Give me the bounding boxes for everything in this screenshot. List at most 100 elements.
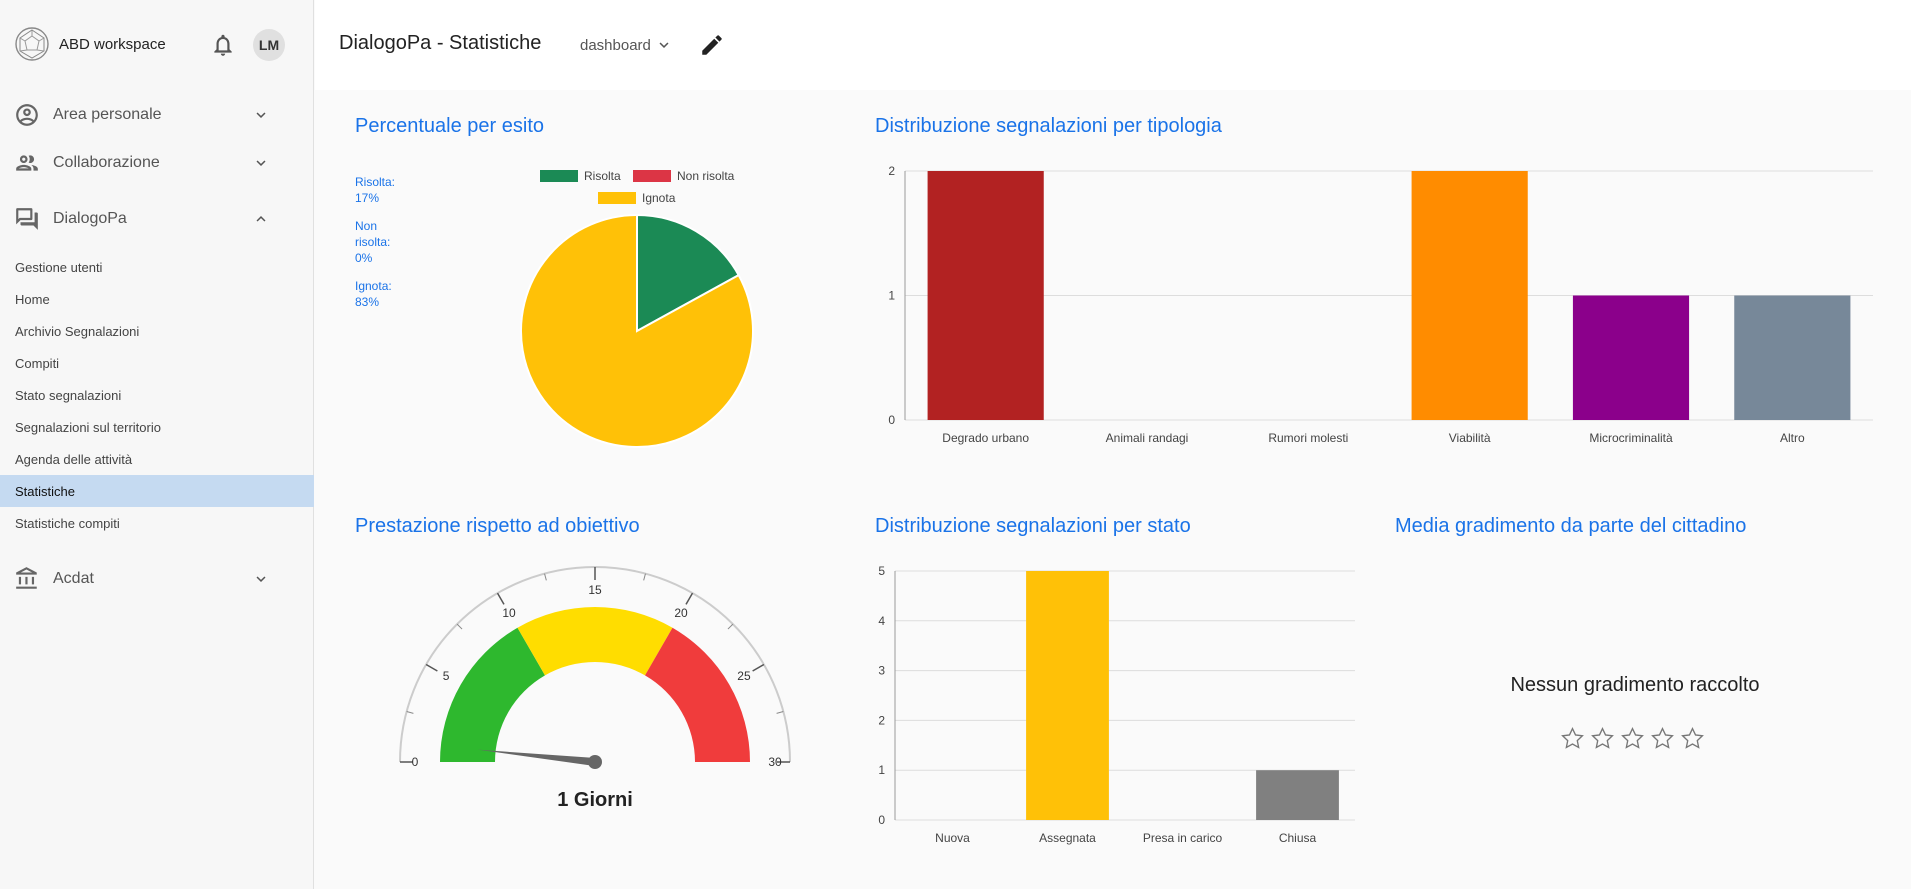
rating-empty-message: Nessun gradimento raccolto [1510,674,1760,696]
nav-group-label: Area personale [53,106,162,123]
gauge-minor-tick [456,623,463,630]
avatar[interactable]: LM [253,29,285,61]
pie-label-non-risolta: Non risolta: 0% [355,219,391,265]
nav-group-acdat[interactable]: Acdat [0,557,314,601]
bar-chart-tipologia-title: Distribuzione segnalazioni per tipologia [875,115,1222,137]
gauge-tick-label: 25 [737,669,751,683]
star-outline-icon [1591,727,1614,749]
forum-icon [16,208,38,230]
x-tick-label: Assegnata [1039,831,1096,845]
sidebar-item-compiti[interactable]: Compiti [15,355,60,371]
nav-group-dialogopa[interactable]: DialogoPa [0,197,314,241]
pie-label-ignota: Ignota: 83% [355,279,392,309]
legend-item-ignota[interactable]: Ignota [598,191,675,205]
legend-label: Non risolta [677,169,735,183]
bar-assegnata[interactable] [1026,571,1109,820]
sidebar: ABD workspace LM Area personale Collabor… [0,0,314,889]
gauge-tick-label: 15 [588,583,602,597]
pie-slice-risolta[interactable] [636,214,741,333]
y-tick-label: 5 [878,564,885,578]
sidebar-item-segnalazioni-territorio[interactable]: Segnalazioni sul territorio [15,419,161,435]
gauge-tick-label: 20 [674,606,688,620]
bar-chart-stato: 0 1 2 3 4 5 Nuova Assegnata Presa in carico Chius… [878,564,1355,845]
bar-altro[interactable] [1734,295,1851,421]
bar-viabilità[interactable] [1411,171,1528,420]
bank-icon [16,567,37,589]
gauge-major-tick [496,592,505,605]
people-icon [16,155,38,171]
bar-chart-tipologia: 0 1 2 Degrado urbano Animali randagi Rumori m… [888,164,1873,445]
gauge-tick-label: 10 [502,606,516,620]
nav-group-area-personale[interactable]: Area personale [0,93,314,137]
pie-chart-title: Percentuale per esito [355,115,545,137]
pie-slice-ignota[interactable] [520,214,754,448]
x-tick-label: Rumori molesti [1268,431,1348,445]
user-circle-icon [16,104,38,126]
sidebar-item-gestione-utenti[interactable]: Gestione utenti [15,259,103,275]
y-tick-label: 1 [888,289,895,303]
gauge-tick-label: 30 [768,755,782,769]
x-tick-label: Degrado urbano [942,431,1029,445]
y-tick-label: 0 [878,813,885,827]
y-tick-label: 2 [878,713,885,727]
nav-group-collaborazione[interactable]: Collaborazione [0,141,314,185]
sidebar-item-statistiche-compiti[interactable]: Statistiche compiti [15,515,120,531]
gauge-chart: 0 5 10 15 20 25 30 1 Giorni [399,566,791,811]
legend-swatch [633,170,671,182]
pie-label-risolta: Risolta: 17% [355,175,396,205]
bar-chart-stato-title: Distribuzione segnalazioni per stato [875,515,1191,537]
nav-group-label: Acdat [53,570,94,587]
sidebar-item-stato-segnalazioni[interactable]: Stato segnalazioni [15,387,122,403]
header: DialogoPa - Statistiche dashboard [315,0,1911,90]
brand[interactable]: ABD workspace [14,24,166,64]
sidebar-item-statistiche[interactable]: Statistiche [0,475,314,507]
legend-item-risolta[interactable]: Risolta [540,169,621,183]
bell-icon[interactable] [210,32,236,58]
x-tick-label: Microcriminalità [1589,431,1673,445]
chevron-down-icon [256,576,266,582]
bar-microcriminalità[interactable] [1572,295,1690,421]
gauge-minor-tick [727,623,734,630]
chevron-down-icon [256,112,266,118]
rating-stars [1560,726,1705,751]
gauge-band [645,627,750,762]
gauge-needle [477,749,596,766]
legend-swatch [598,192,636,204]
nav-group-label: Collaborazione [53,154,160,171]
dashboard-select-value: dashboard [580,36,651,54]
gauge-minor-tick [406,711,414,714]
y-tick-label: 3 [878,664,885,678]
nav-group-label: DialogoPa [53,210,127,227]
x-tick-label: Viabilità [1449,431,1491,445]
chevron-down-icon [256,160,266,166]
legend-swatch [540,170,578,182]
bar-degrado-urbano[interactable] [927,171,1044,420]
x-tick-label: Altro [1780,431,1805,445]
x-tick-label: Chiusa [1279,831,1317,845]
page-title: DialogoPa - Statistiche [339,32,542,54]
pie-chart [520,214,754,448]
gauge-minor-tick [776,711,784,714]
dashboard-select[interactable]: dashboard [580,36,673,54]
sidebar-item-archivio-segnalazioni[interactable]: Archivio Segnalazioni [15,323,140,339]
x-tick-label: Animali randagi [1106,431,1189,445]
star-outline-icon [1561,727,1584,749]
x-tick-label: Presa in carico [1143,831,1223,845]
sidebar-item-home[interactable]: Home [15,291,50,307]
sidebar-item-agenda-attivita[interactable]: Agenda delle attività [15,451,133,467]
pie-side-labels: Risolta: 17% Non risolta: 0% Ignota: 83% [355,174,405,322]
bar-chiusa[interactable] [1256,770,1339,820]
gauge-major-tick [425,663,438,672]
gauge-minor-tick [643,573,646,581]
star-outline-icon [1681,727,1704,749]
gauge-tick-label: 5 [443,669,450,683]
edit-pencil-icon[interactable] [699,32,725,58]
gauge-band [440,627,545,762]
gauge-band [517,607,673,676]
chevron-up-icon [256,216,266,222]
star-outline-icon [1651,727,1674,749]
legend-item-non-risolta[interactable]: Non risolta [633,169,734,183]
chevron-down-icon [659,42,669,48]
gauge-tick-label: 0 [412,755,419,769]
gauge-chart-title: Prestazione rispetto ad obiettivo [355,515,640,537]
